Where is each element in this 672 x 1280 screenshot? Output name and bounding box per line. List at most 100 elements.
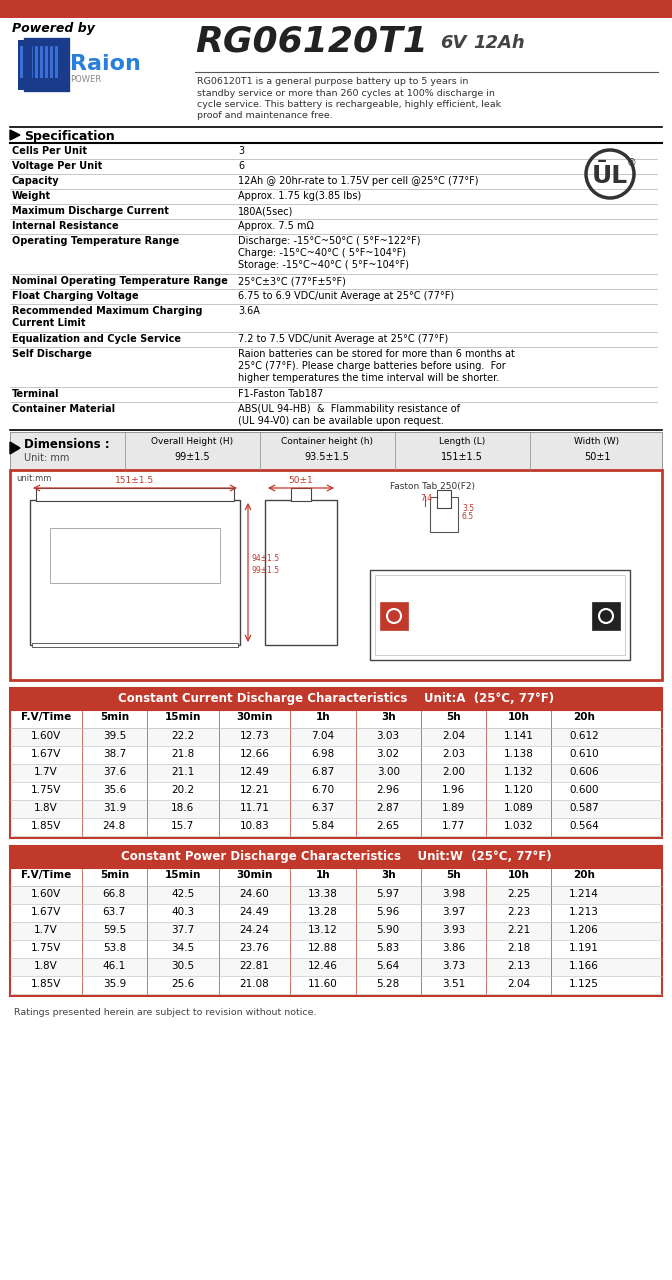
Bar xyxy=(265,500,337,645)
Text: Unit: mm: Unit: mm xyxy=(24,453,69,463)
Text: Nominal Operating Temperature Range: Nominal Operating Temperature Range xyxy=(12,276,228,285)
Bar xyxy=(30,46,33,78)
Text: ŪL: ŪL xyxy=(592,164,628,188)
Text: 5min: 5min xyxy=(99,870,129,881)
Text: 12Ah: 12Ah xyxy=(473,35,525,52)
Bar xyxy=(11,728,661,746)
Text: higher temperatures the time interval will be shorter.: higher temperatures the time interval wi… xyxy=(238,372,499,383)
Text: Raion batteries can be stored for more than 6 months at: Raion batteries can be stored for more t… xyxy=(238,349,515,358)
Text: 5.97: 5.97 xyxy=(376,890,400,899)
Text: (UL 94-V0) can be available upon request.: (UL 94-V0) can be available upon request… xyxy=(238,416,444,426)
Bar xyxy=(10,689,662,838)
Bar xyxy=(40,46,43,78)
Text: 3h: 3h xyxy=(381,870,396,881)
Text: 0.564: 0.564 xyxy=(569,820,599,831)
Text: 1.75V: 1.75V xyxy=(31,943,61,954)
Text: Approx. 7.5 mΩ: Approx. 7.5 mΩ xyxy=(238,221,314,230)
Text: 1.166: 1.166 xyxy=(569,961,599,972)
Text: 37.7: 37.7 xyxy=(171,925,194,934)
Text: 1.213: 1.213 xyxy=(569,908,599,916)
Text: 99±1.5: 99±1.5 xyxy=(174,452,210,462)
Text: Storage: -15°C~40°C ( 5°F~104°F): Storage: -15°C~40°C ( 5°F~104°F) xyxy=(238,260,409,270)
Text: 3.6A: 3.6A xyxy=(238,306,260,316)
Text: 0.600: 0.600 xyxy=(569,785,599,795)
Text: 5h: 5h xyxy=(446,870,461,881)
Text: standby service or more than 260 cycles at 100% discharge in: standby service or more than 260 cycles … xyxy=(197,88,495,97)
Text: 2.96: 2.96 xyxy=(376,785,400,795)
Text: 1.67V: 1.67V xyxy=(31,749,61,759)
Bar xyxy=(32,643,238,646)
Text: Recommended Maximum Charging: Recommended Maximum Charging xyxy=(12,306,202,316)
Text: 31.9: 31.9 xyxy=(103,803,126,813)
Text: 22.81: 22.81 xyxy=(239,961,269,972)
Bar xyxy=(10,431,662,470)
Bar xyxy=(11,800,661,818)
Text: 39.5: 39.5 xyxy=(103,731,126,741)
Text: ABS(UL 94-HB)  &  Flammability resistance of: ABS(UL 94-HB) & Flammability resistance … xyxy=(238,404,460,413)
Text: 7.2 to 7.5 VDC/unit Average at 25°C (77°F): 7.2 to 7.5 VDC/unit Average at 25°C (77°… xyxy=(238,334,448,344)
Text: 24.8: 24.8 xyxy=(103,820,126,831)
Text: 6.75 to 6.9 VDC/unit Average at 25°C (77°F): 6.75 to 6.9 VDC/unit Average at 25°C (77… xyxy=(238,291,454,301)
Text: 1.191: 1.191 xyxy=(569,943,599,954)
Text: 2.03: 2.03 xyxy=(442,749,465,759)
Text: 22.2: 22.2 xyxy=(171,731,194,741)
Bar xyxy=(430,497,458,532)
Text: 12.21: 12.21 xyxy=(239,785,269,795)
Text: Operating Temperature Range: Operating Temperature Range xyxy=(12,236,179,246)
Text: F.V/Time: F.V/Time xyxy=(21,870,71,881)
Text: 3.00: 3.00 xyxy=(377,767,400,777)
Bar xyxy=(18,40,66,90)
Text: 6V: 6V xyxy=(440,35,466,52)
Bar xyxy=(50,46,53,78)
Text: 20h: 20h xyxy=(573,712,595,722)
Text: 5h: 5h xyxy=(446,712,461,722)
Text: 1.8V: 1.8V xyxy=(34,961,58,972)
Text: 35.6: 35.6 xyxy=(103,785,126,795)
Bar xyxy=(11,957,661,975)
Text: Raion: Raion xyxy=(70,54,141,74)
Text: 5min: 5min xyxy=(99,712,129,722)
Bar xyxy=(50,527,220,582)
Text: Capacity: Capacity xyxy=(12,175,60,186)
Text: 1.85V: 1.85V xyxy=(31,820,61,831)
Text: 0.606: 0.606 xyxy=(569,767,599,777)
Text: 30min: 30min xyxy=(237,712,273,722)
Text: 38.7: 38.7 xyxy=(103,749,126,759)
Text: 50±1: 50±1 xyxy=(584,452,610,462)
Text: Charge: -15°C~40°C ( 5°F~104°F): Charge: -15°C~40°C ( 5°F~104°F) xyxy=(238,248,406,259)
Text: 151±1.5: 151±1.5 xyxy=(441,452,483,462)
Text: 3.98: 3.98 xyxy=(442,890,465,899)
Text: 2.25: 2.25 xyxy=(507,890,530,899)
Bar xyxy=(10,689,662,710)
Text: 151±1.5: 151±1.5 xyxy=(116,476,155,485)
Text: 6.70: 6.70 xyxy=(311,785,335,795)
Text: 1.141: 1.141 xyxy=(503,731,534,741)
Text: 6: 6 xyxy=(238,161,244,172)
Text: Maximum Discharge Current: Maximum Discharge Current xyxy=(12,206,169,216)
Text: 50±1: 50±1 xyxy=(289,476,313,485)
Text: 37.6: 37.6 xyxy=(103,767,126,777)
Text: 1.77: 1.77 xyxy=(442,820,465,831)
Text: POWER: POWER xyxy=(70,76,101,84)
Bar xyxy=(437,490,451,508)
Bar xyxy=(0,0,672,18)
Text: 42.5: 42.5 xyxy=(171,890,194,899)
Text: F.V/Time: F.V/Time xyxy=(21,712,71,722)
Text: 12.46: 12.46 xyxy=(308,961,338,972)
Text: cycle service. This battery is rechargeable, highly efficient, leak: cycle service. This battery is rechargea… xyxy=(197,100,501,109)
Text: 1.132: 1.132 xyxy=(503,767,534,777)
Bar xyxy=(10,846,662,868)
Text: 1.85V: 1.85V xyxy=(31,979,61,989)
Bar xyxy=(36,488,234,500)
Text: 20.2: 20.2 xyxy=(171,785,194,795)
Text: 2.04: 2.04 xyxy=(507,979,530,989)
Text: Float Charging Voltage: Float Charging Voltage xyxy=(12,291,138,301)
Text: 12Ah @ 20hr-rate to 1.75V per cell @25°C (77°F): 12Ah @ 20hr-rate to 1.75V per cell @25°C… xyxy=(238,175,478,186)
Text: 1h: 1h xyxy=(316,870,330,881)
Text: 5.84: 5.84 xyxy=(311,820,335,831)
Text: Ratings presented herein are subject to revision without notice.: Ratings presented herein are subject to … xyxy=(14,1009,317,1018)
Text: 1h: 1h xyxy=(316,712,330,722)
Bar xyxy=(380,602,408,630)
Bar xyxy=(11,922,661,940)
Text: 3.86: 3.86 xyxy=(442,943,465,954)
